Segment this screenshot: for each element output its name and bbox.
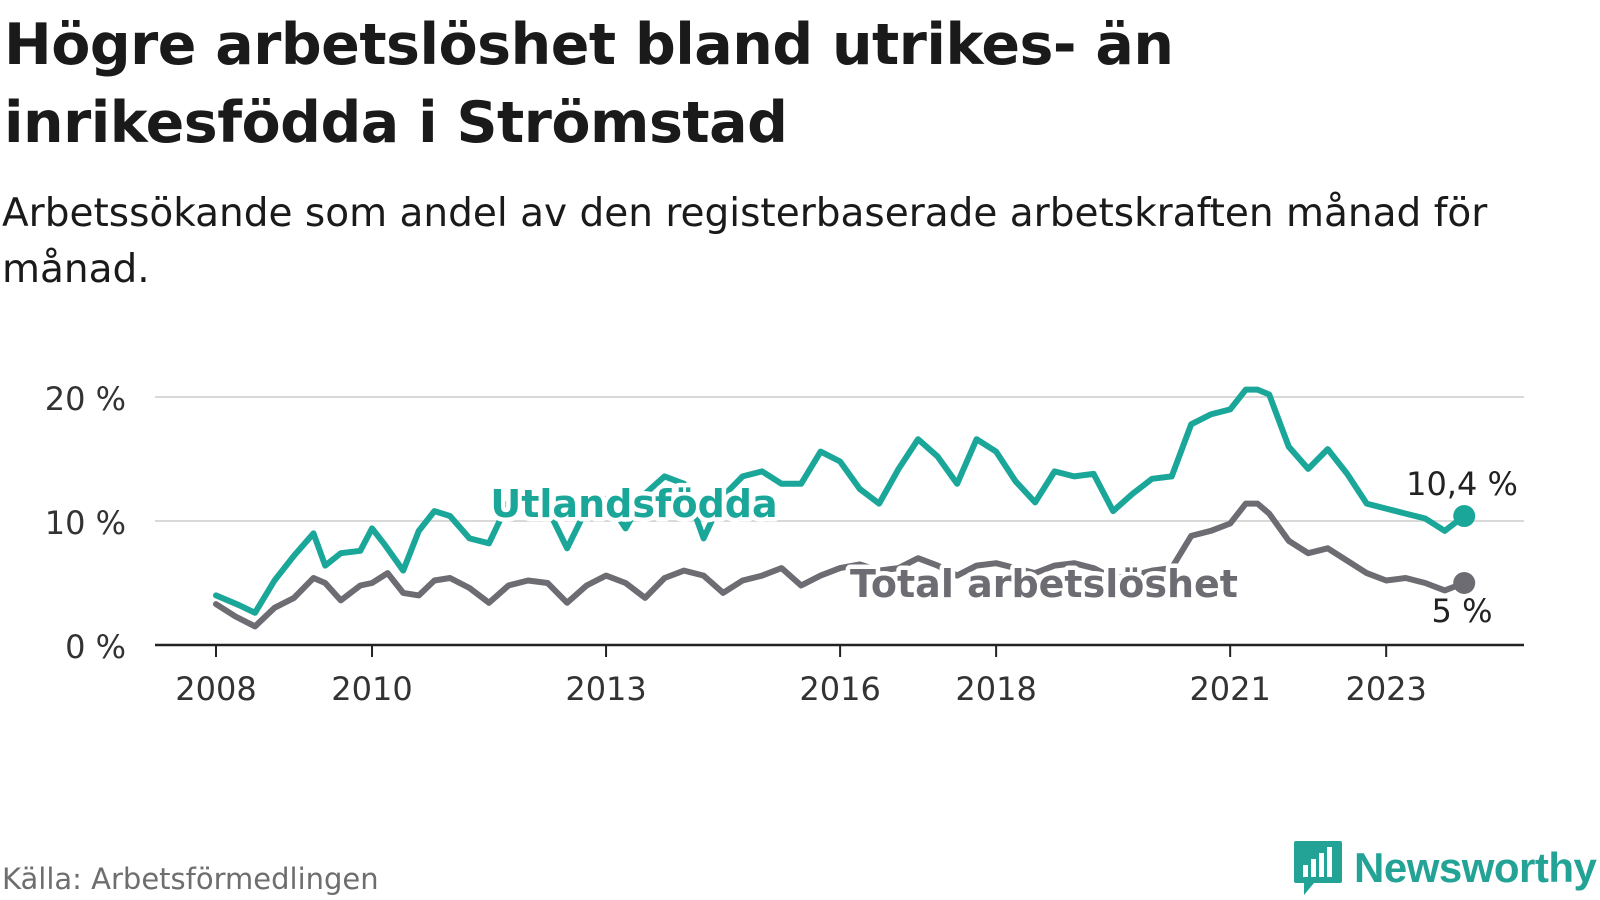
series-line-utlandsfodda: [213, 386, 1468, 616]
y-tick-label: 20 %: [45, 380, 126, 418]
line-chart: 0 % 10 % 20 % 2008 2010 2013 2016 2018 2021 2023…: [45, 380, 1524, 708]
y-tick-label: 0 %: [65, 628, 126, 666]
source-note: Källa: Arbetsförmedlingen: [2, 862, 379, 896]
x-tick-label: 2010: [331, 670, 412, 708]
series-label-utlandsfodda: Utlandsfödda: [490, 482, 777, 526]
end-label-total: 5 %: [1432, 592, 1493, 630]
x-tick-label: 2018: [955, 670, 1036, 708]
grid-lines: [155, 396, 1524, 522]
x-tick-label: 2013: [565, 670, 646, 708]
brand-logo[interactable]: Newsworthy: [1292, 838, 1597, 898]
y-axis-ticks: 0 % 10 % 20 %: [45, 380, 126, 666]
series-label-total: Total arbetslöshet: [850, 562, 1238, 606]
chart-subtitle: Arbetssökande som andel av den registerb…: [2, 191, 1488, 292]
x-tick-label: 2016: [799, 670, 880, 708]
end-marker-total: [1453, 572, 1476, 594]
x-tick-label: 2021: [1189, 670, 1270, 708]
chart-title: Högre arbetslöshet bland utrikes- än inr…: [4, 12, 1174, 156]
series-labels: Utlandsfödda Total arbetslöshet 10,4 % 5 %: [486, 461, 1523, 635]
end-label-utlandsfodda: 10,4 %: [1406, 465, 1518, 503]
brand-name: Newsworthy: [1354, 844, 1597, 891]
y-tick-label: 10 %: [45, 504, 126, 542]
end-marker-utlandsfodda: [1453, 505, 1476, 528]
series-line-total: [213, 500, 1468, 630]
x-tick-label: 2008: [175, 670, 256, 708]
x-tick-label: 2023: [1345, 670, 1426, 708]
x-axis-ticks: 2008 2010 2013 2016 2018 2021 2023: [175, 645, 1427, 708]
newsworthy-icon: [1294, 841, 1342, 895]
series-lines: [213, 386, 1476, 630]
